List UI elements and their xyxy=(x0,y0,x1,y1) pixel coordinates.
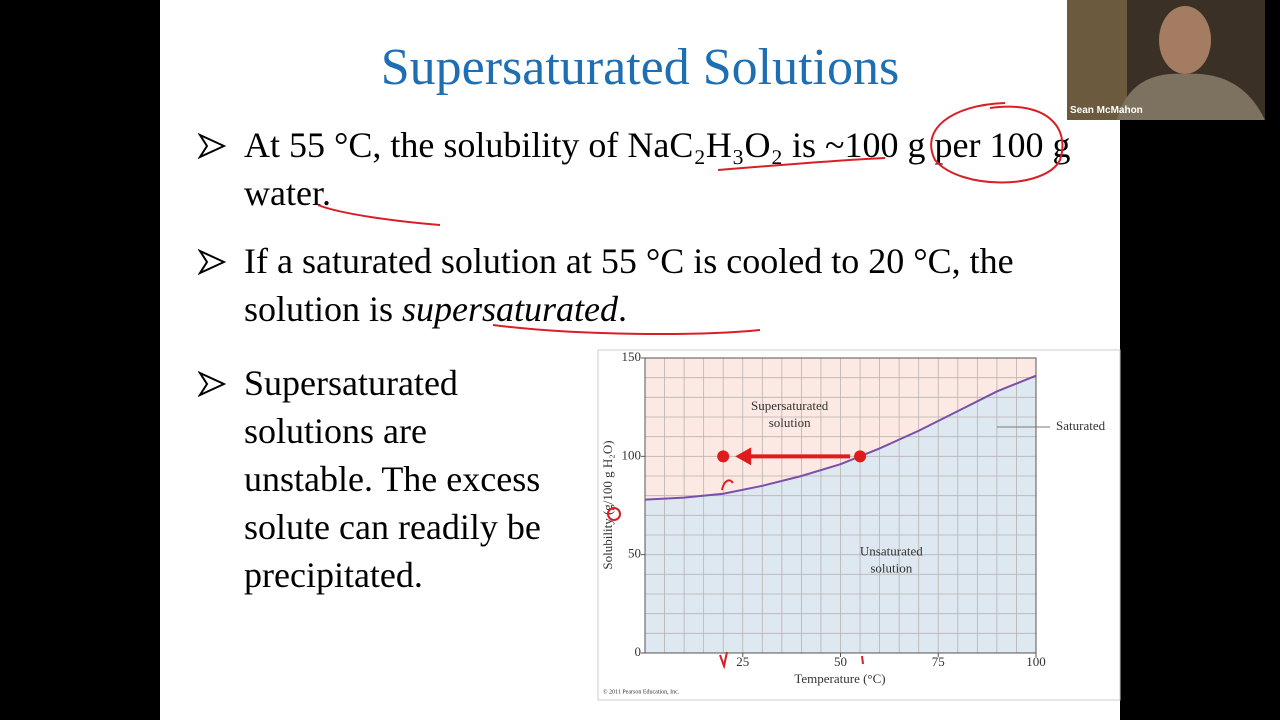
bullet-text: If a saturated solution at 55 °C is cool… xyxy=(244,241,1014,329)
bullet-arrow xyxy=(198,133,226,159)
bullet-emphasis: supersaturated xyxy=(402,289,619,329)
bullet-arrow xyxy=(198,249,226,275)
y-tick-label: 50 xyxy=(628,546,641,561)
region-label: solution xyxy=(769,415,811,430)
x-tick-label: 50 xyxy=(834,654,847,669)
bullet-text: At 55 °C, the solubility of NaC₂H₃O₂ is … xyxy=(244,125,1071,213)
point-marker xyxy=(717,450,730,463)
bullet-arrow xyxy=(198,371,226,397)
saturation-curve xyxy=(644,374,1037,501)
y-tick-label: 0 xyxy=(635,644,642,659)
series-label: Saturated xyxy=(1056,418,1106,433)
x-tick-label: 75 xyxy=(932,654,945,669)
bullet: Supersaturated solutions are unstable. T… xyxy=(244,359,554,599)
region-label: Unsaturated xyxy=(860,544,923,559)
region-label: Supersaturated xyxy=(751,398,829,413)
bullet-text: . xyxy=(618,289,628,329)
bullet-text: Supersaturated solutions are unstable. T… xyxy=(244,363,541,595)
slide-title: Supersaturated Solutions xyxy=(380,39,900,96)
region-label: solution xyxy=(870,561,912,576)
bullet: At 55 °C, the solubility of NaC₂H₃O₂ is … xyxy=(244,121,1074,217)
x-tick-label: 100 xyxy=(1026,654,1046,669)
bullet: If a saturated solution at 55 °C is cool… xyxy=(244,237,1104,333)
y-axis-title: Solubility (g/100 g H₂O) xyxy=(600,440,615,569)
participant-name: Sean McMahon xyxy=(1070,105,1143,116)
video-tile: Sean McMahon xyxy=(1067,0,1265,120)
x-axis-title: Temperature (°C) xyxy=(794,671,885,686)
x-tick-label: 25 xyxy=(736,654,749,669)
y-tick-label: 150 xyxy=(622,349,642,364)
credit: © 2011 Pearson Education, Inc. xyxy=(603,688,680,695)
y-tick-label: 100 xyxy=(622,447,642,462)
arrow-head xyxy=(735,447,752,466)
handwriting xyxy=(317,102,1064,670)
point-marker xyxy=(854,450,867,463)
